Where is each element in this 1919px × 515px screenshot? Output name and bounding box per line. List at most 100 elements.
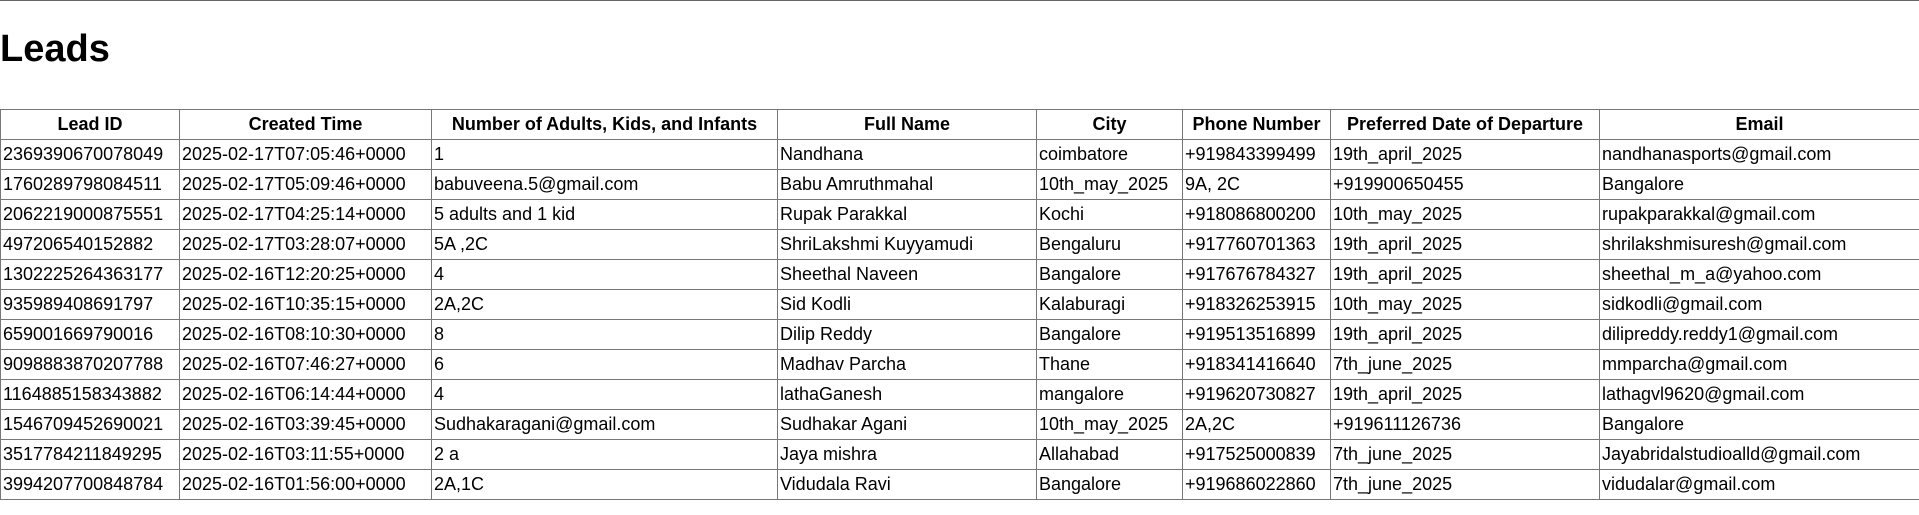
city-cell: coimbatore xyxy=(1036,139,1183,170)
full-name-cell: Rupak Parakkal xyxy=(777,199,1037,230)
created-time-cell: 2025-02-16T03:39:45+0000 xyxy=(179,409,432,440)
email-cell: lathagvl9620@gmail.com xyxy=(1599,379,1919,410)
table-row: 1760289798084511 2025-02-17T05:09:46+0000… xyxy=(0,169,1919,200)
created-time-cell: 2025-02-16T07:46:27+0000 xyxy=(179,349,432,380)
created-time-cell: 2025-02-16T08:10:30+0000 xyxy=(179,319,432,350)
email-cell: Bangalore xyxy=(1599,169,1919,200)
departure-date-cell: 19th_april_2025 xyxy=(1330,139,1600,170)
column-header-phone-number: Phone Number xyxy=(1182,109,1331,140)
email-cell: sheethal_m_a@yahoo.com xyxy=(1599,259,1919,290)
email-cell: sidkodli@gmail.com xyxy=(1599,289,1919,320)
table-body: 2369390670078049 2025-02-17T07:05:46+0000… xyxy=(0,139,1919,500)
phone-number-cell: +919513516899 xyxy=(1182,319,1331,350)
full-name-cell: Dilip Reddy xyxy=(777,319,1037,350)
party-size-cell: 4 xyxy=(431,379,778,410)
party-size-cell: 2A,2C xyxy=(431,289,778,320)
lead-id-cell: 1546709452690021 xyxy=(0,409,180,440)
lead-id-cell: 1302225264363177 xyxy=(0,259,180,290)
lead-id-cell: 1760289798084511 xyxy=(0,169,180,200)
city-cell: 10th_may_2025 xyxy=(1036,409,1183,440)
departure-date-cell: 19th_april_2025 xyxy=(1330,379,1600,410)
departure-date-cell: 19th_april_2025 xyxy=(1330,319,1600,350)
email-cell: shrilakshmisuresh@gmail.com xyxy=(1599,229,1919,260)
lead-id-cell: 2062219000875551 xyxy=(0,199,180,230)
column-header-party-size: Number of Adults, Kids, and Infants xyxy=(431,109,778,140)
city-cell: Bangalore xyxy=(1036,319,1183,350)
email-cell: nandhanasports@gmail.com xyxy=(1599,139,1919,170)
party-size-cell: 1 xyxy=(431,139,778,170)
phone-number-cell: +919620730827 xyxy=(1182,379,1331,410)
phone-number-cell: +919686022860 xyxy=(1182,469,1331,500)
full-name-cell: Sheethal Naveen xyxy=(777,259,1037,290)
email-cell: rupakparakkal@gmail.com xyxy=(1599,199,1919,230)
phone-number-cell: +919843399499 xyxy=(1182,139,1331,170)
departure-date-cell: 10th_may_2025 xyxy=(1330,289,1600,320)
created-time-cell: 2025-02-16T12:20:25+0000 xyxy=(179,259,432,290)
full-name-cell: Babu Amruthmahal xyxy=(777,169,1037,200)
party-size-cell: 6 xyxy=(431,349,778,380)
city-cell: Bengaluru xyxy=(1036,229,1183,260)
table-row: 3517784211849295 2025-02-16T03:11:55+0000… xyxy=(0,439,1919,470)
party-size-cell: 5 adults and 1 kid xyxy=(431,199,778,230)
phone-number-cell: +917525000839 xyxy=(1182,439,1331,470)
column-header-lead-id: Lead ID xyxy=(0,109,180,140)
column-header-departure-date: Preferred Date of Departure xyxy=(1330,109,1600,140)
lead-id-cell: 497206540152882 xyxy=(0,229,180,260)
email-cell: mmparcha@gmail.com xyxy=(1599,349,1919,380)
departure-date-cell: 19th_april_2025 xyxy=(1330,259,1600,290)
lead-id-cell: 3994207700848784 xyxy=(0,469,180,500)
lead-id-cell: 2369390670078049 xyxy=(0,139,180,170)
party-size-cell: 2 a xyxy=(431,439,778,470)
city-cell: Kochi xyxy=(1036,199,1183,230)
leads-table-container: Lead ID Created Time Number of Adults, K… xyxy=(0,109,1919,515)
phone-number-cell: +918341416640 xyxy=(1182,349,1331,380)
city-cell: 10th_may_2025 xyxy=(1036,169,1183,200)
full-name-cell: Vidudala Ravi xyxy=(777,469,1037,500)
party-size-cell: 5A ,2C xyxy=(431,229,778,260)
lead-id-cell: 9098883870207788 xyxy=(0,349,180,380)
column-header-created-time: Created Time xyxy=(179,109,432,140)
city-cell: Kalaburagi xyxy=(1036,289,1183,320)
lead-id-cell: 935989408691797 xyxy=(0,289,180,320)
full-name-cell: Sid Kodli xyxy=(777,289,1037,320)
page-title: Leads xyxy=(0,28,110,70)
email-cell: vidudalar@gmail.com xyxy=(1599,469,1919,500)
created-time-cell: 2025-02-17T03:28:07+0000 xyxy=(179,229,432,260)
column-header-city: City xyxy=(1036,109,1183,140)
created-time-cell: 2025-02-17T05:09:46+0000 xyxy=(179,169,432,200)
table-row: 9098883870207788 2025-02-16T07:46:27+0000… xyxy=(0,349,1919,380)
email-cell: dilipreddy.reddy1@gmail.com xyxy=(1599,319,1919,350)
full-name-cell: Madhav Parcha xyxy=(777,349,1037,380)
created-time-cell: 2025-02-16T03:11:55+0000 xyxy=(179,439,432,470)
departure-date-cell: 7th_june_2025 xyxy=(1330,349,1600,380)
table-row: 2369390670078049 2025-02-17T07:05:46+0000… xyxy=(0,139,1919,170)
table-row: 1302225264363177 2025-02-16T12:20:25+0000… xyxy=(0,259,1919,290)
departure-date-cell: 7th_june_2025 xyxy=(1330,469,1600,500)
city-cell: Thane xyxy=(1036,349,1183,380)
table-row: 659001669790016 2025-02-16T08:10:30+0000 8… xyxy=(0,319,1919,350)
full-name-cell: ShriLakshmi Kuyyamudi xyxy=(777,229,1037,260)
created-time-cell: 2025-02-17T04:25:14+0000 xyxy=(179,199,432,230)
full-name-cell: Jaya mishra xyxy=(777,439,1037,470)
full-name-cell: Sudhakar Agani xyxy=(777,409,1037,440)
phone-number-cell: +918326253915 xyxy=(1182,289,1331,320)
table-row: 1546709452690021 2025-02-16T03:39:45+0000… xyxy=(0,409,1919,440)
table-header: Lead ID Created Time Number of Adults, K… xyxy=(0,109,1919,140)
column-header-email: Email xyxy=(1599,109,1919,140)
city-cell: mangalore xyxy=(1036,379,1183,410)
full-name-cell: Nandhana xyxy=(777,139,1037,170)
party-size-cell: 4 xyxy=(431,259,778,290)
lead-id-cell: 659001669790016 xyxy=(0,319,180,350)
phone-number-cell: +918086800200 xyxy=(1182,199,1331,230)
phone-number-cell: 9A, 2C xyxy=(1182,169,1331,200)
table-row: 497206540152882 2025-02-17T03:28:07+0000 5… xyxy=(0,229,1919,260)
departure-date-cell: 19th_april_2025 xyxy=(1330,229,1600,260)
created-time-cell: 2025-02-16T06:14:44+0000 xyxy=(179,379,432,410)
header-row: Lead ID Created Time Number of Adults, K… xyxy=(0,109,1919,140)
created-time-cell: 2025-02-16T01:56:00+0000 xyxy=(179,469,432,500)
table-row: 935989408691797 2025-02-16T10:35:15+0000 2… xyxy=(0,289,1919,320)
phone-number-cell: +917676784327 xyxy=(1182,259,1331,290)
party-size-cell: babuveena.5@gmail.com xyxy=(431,169,778,200)
departure-date-cell: 10th_may_2025 xyxy=(1330,199,1600,230)
departure-date-cell: 7th_june_2025 xyxy=(1330,439,1600,470)
